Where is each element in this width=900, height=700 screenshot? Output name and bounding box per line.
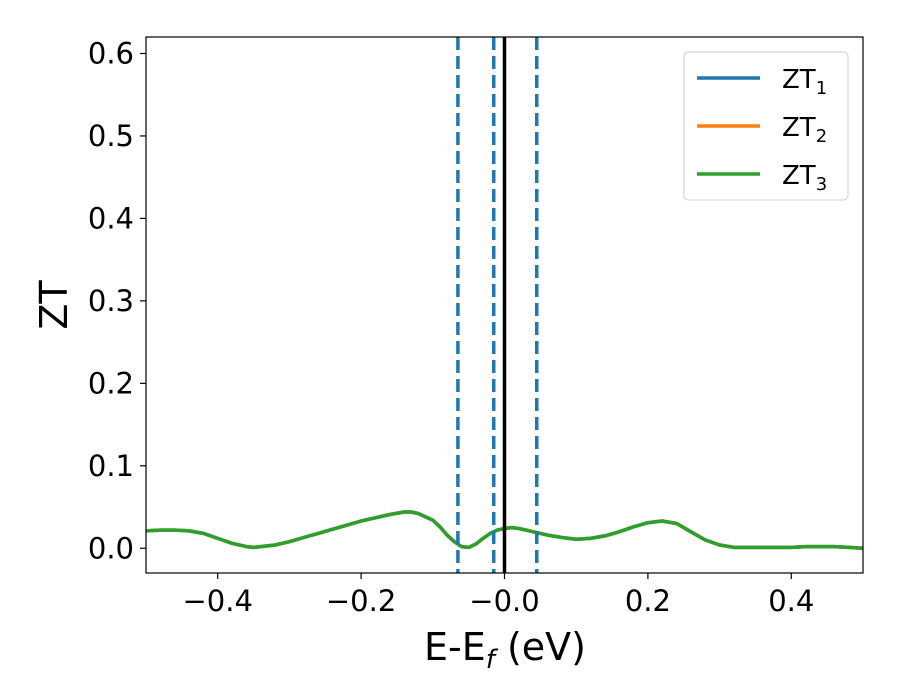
series-group [146, 510, 863, 551]
plot-area [146, 37, 863, 573]
y-tick-label: 0.1 [88, 449, 134, 483]
legend: ZT1 ZT2 ZT3 [683, 51, 849, 201]
x-tick-label: 0.2 [625, 584, 671, 618]
y-tick-label: 0.2 [88, 366, 134, 400]
y-tick-label: 0.0 [88, 531, 134, 565]
y-tick-label: 0.3 [88, 284, 134, 318]
x-tick-label: −0.0 [469, 584, 539, 618]
legend-box [683, 51, 849, 201]
x-axis-title: E-Ef (eV) [424, 625, 586, 675]
y-axis-title: ZT [32, 280, 76, 330]
axis-ticks: −0.4 −0.2 −0.0 0.2 0.4 0.0 0.1 0.2 0.3 0.4 0.5 0.6 [88, 36, 814, 618]
x-tick-label: −0.4 [182, 584, 252, 618]
legend-label-zt1: ZT1 [782, 65, 827, 99]
x-axis-title-unit: (eV) [495, 625, 586, 669]
x-tick-label: 0.4 [768, 584, 814, 618]
y-tick-label: 0.5 [88, 119, 134, 153]
x-tick-label: −0.2 [326, 584, 396, 618]
y-tick-label: 0.4 [88, 201, 134, 235]
legend-label-zt3: ZT3 [782, 161, 827, 195]
legend-label-zt2: ZT2 [782, 113, 827, 147]
series-line-zt3 [146, 510, 863, 551]
y-tick-label: 0.6 [88, 36, 134, 70]
x-axis-title-main: E-E [424, 625, 486, 669]
